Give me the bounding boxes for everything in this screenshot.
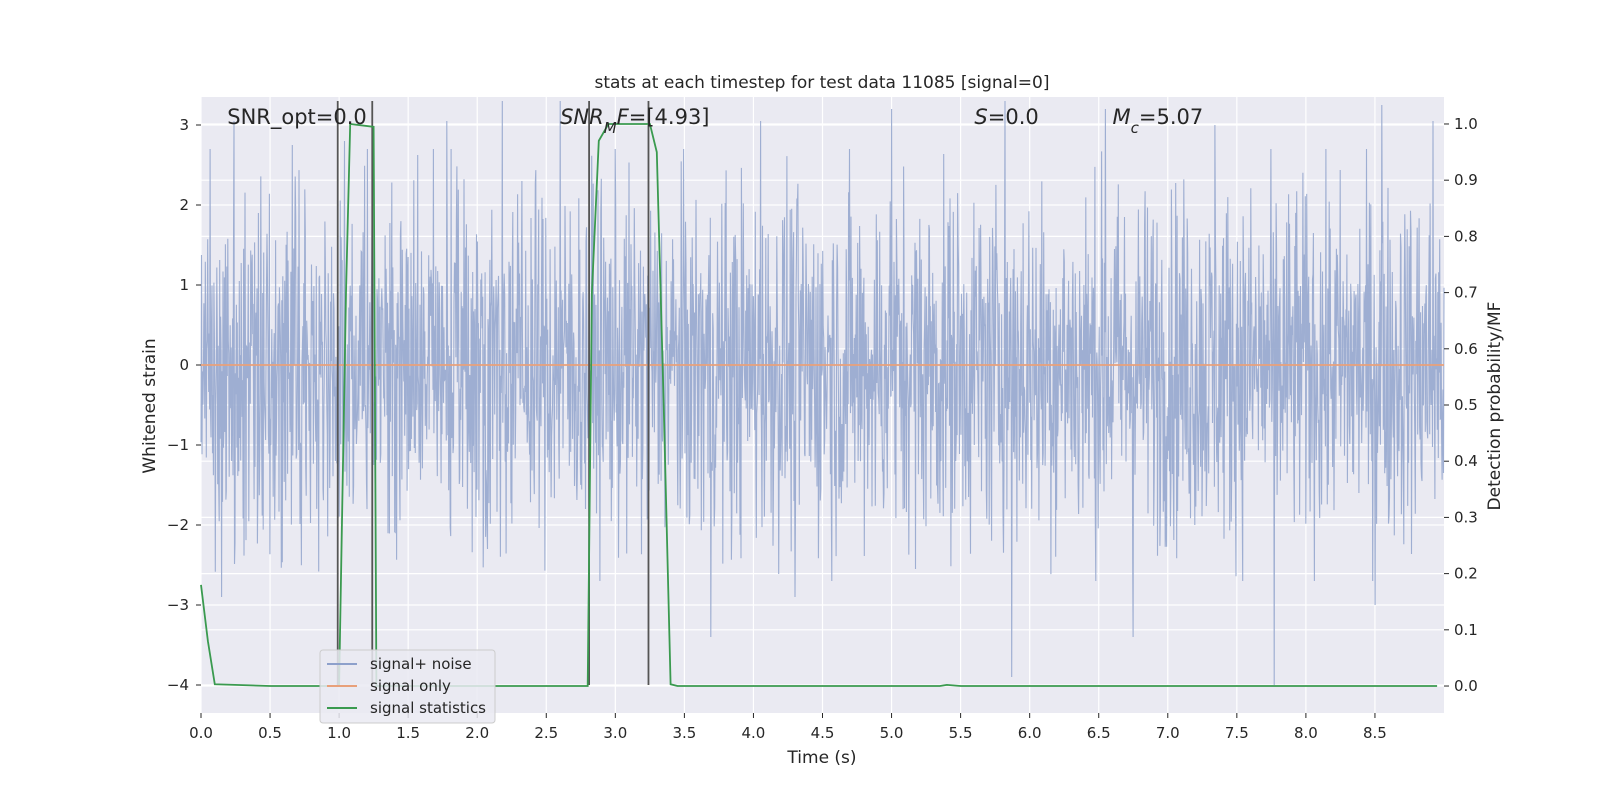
x-tick-label: 4.0 bbox=[742, 724, 766, 742]
y-tick-label: 0 bbox=[179, 356, 189, 374]
x-tick-label: 1.5 bbox=[396, 724, 420, 742]
annotation-3: Mc=5.07 bbox=[1113, 105, 1204, 137]
signal-statistics-series bbox=[200, 122, 1438, 687]
x-tick-label: 3.0 bbox=[603, 724, 627, 742]
y2-tick-label: 0.6 bbox=[1454, 340, 1478, 358]
legend-label: signal statistics bbox=[370, 699, 486, 717]
y2-tick-label: 0.2 bbox=[1454, 565, 1478, 583]
x-tick-label: 3.5 bbox=[672, 724, 696, 742]
x-tick-label: 0.5 bbox=[258, 724, 282, 742]
x-tick-label: 8.5 bbox=[1363, 724, 1387, 742]
y2-tick-label: 0.4 bbox=[1454, 452, 1478, 470]
legend-label: signal only bbox=[370, 677, 451, 695]
annotations: SNR_opt=0.0 SNRMF=[4.93] S=0.0 Mc=5.07 bbox=[227, 105, 1203, 137]
y2-tick-labels: 1.0 0.9 0.8 0.7 0.6 0.5 0.4 0.3 0.2 0.1 0.0 bbox=[1444, 115, 1478, 695]
y-tick-label: 3 bbox=[179, 116, 189, 134]
x-tick-label: 5.0 bbox=[880, 724, 904, 742]
annotation-1: SNRMF=[4.93] bbox=[560, 105, 709, 137]
x-tick-label: 6.5 bbox=[1087, 724, 1111, 742]
legend: signal+ noise signal only signal statistic… bbox=[319, 649, 496, 724]
x-tick-label: 8.0 bbox=[1294, 724, 1318, 742]
y2-tick-label: 0.7 bbox=[1454, 284, 1478, 302]
x-tick-label: 7.0 bbox=[1156, 724, 1180, 742]
x-tick-label: 2.0 bbox=[465, 724, 489, 742]
x-tick-label: 2.5 bbox=[534, 724, 558, 742]
signal-statistics-line bbox=[200, 122, 1438, 687]
y2-tick-label: 0.8 bbox=[1454, 227, 1478, 245]
x-axis-label: Time (s) bbox=[786, 748, 856, 768]
y2-tick-label: 0.3 bbox=[1454, 508, 1478, 526]
chart-title: stats at each timestep for test data 110… bbox=[595, 73, 1050, 93]
x-tick-label: 5.5 bbox=[949, 724, 973, 742]
y-tick-label: −4 bbox=[167, 676, 189, 694]
y2-tick-label: 0.9 bbox=[1454, 171, 1478, 189]
legend-box bbox=[319, 649, 496, 724]
annotation-0: SNR_opt=0.0 bbox=[227, 105, 367, 130]
x-tick-label: 6.0 bbox=[1018, 724, 1042, 742]
y-tick-label: −3 bbox=[167, 596, 189, 614]
x-tick-label: 4.5 bbox=[811, 724, 835, 742]
signal-noise-series bbox=[200, 100, 1445, 686]
y-tick-label: 1 bbox=[179, 276, 189, 294]
x-tick-label: 0.0 bbox=[189, 724, 213, 742]
signal-noise-line bbox=[200, 100, 1445, 686]
y2-tick-label: 1.0 bbox=[1454, 115, 1478, 133]
annotation-2: S=0.0 bbox=[974, 105, 1038, 129]
x-tick-label: 1.0 bbox=[327, 724, 351, 742]
y-tick-labels: 3 2 1 0 −1 −2 −3 −4 bbox=[167, 116, 201, 694]
vertical-markers bbox=[336, 101, 650, 685]
y-tick-label: −1 bbox=[167, 436, 189, 454]
y-tick-label: 2 bbox=[179, 196, 189, 214]
legend-label: signal+ noise bbox=[370, 655, 472, 673]
y-axis-label: Whitened strain bbox=[140, 338, 160, 473]
y2-axis-label: Detection probability/MF bbox=[1485, 302, 1505, 511]
x-tick-labels: 0.0 0.5 1.0 1.5 2.0 2.5 3.0 3.5 4.0 4.5 5.0 5.5 6.0 6… bbox=[189, 713, 1387, 742]
y-tick-label: −2 bbox=[167, 516, 189, 534]
y2-tick-label: 0.5 bbox=[1454, 396, 1478, 414]
y2-tick-label: 0.1 bbox=[1454, 621, 1478, 639]
x-tick-label: 7.5 bbox=[1225, 724, 1249, 742]
y2-tick-label: 0.0 bbox=[1454, 677, 1478, 695]
